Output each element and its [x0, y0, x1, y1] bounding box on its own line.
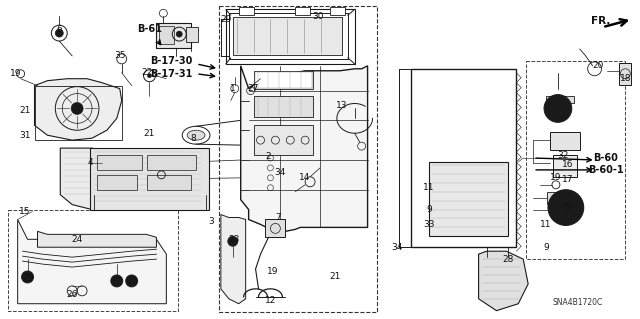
Text: 7: 7 [275, 213, 281, 222]
Text: B-61: B-61 [137, 24, 162, 34]
Text: 34: 34 [392, 243, 403, 252]
Text: 19: 19 [10, 69, 21, 78]
Circle shape [71, 102, 83, 115]
Text: 30: 30 [312, 12, 324, 21]
Bar [266, 219, 285, 237]
Text: 19: 19 [550, 173, 562, 182]
Polygon shape [221, 214, 246, 304]
Bar [547, 192, 559, 204]
Text: 14: 14 [300, 173, 311, 182]
Text: FR.: FR. [591, 16, 610, 26]
Bar [253, 125, 313, 155]
Bar [186, 27, 198, 42]
Bar [414, 71, 513, 244]
Text: 35: 35 [114, 51, 125, 60]
Text: 9: 9 [543, 243, 549, 252]
Text: 28: 28 [502, 255, 514, 263]
Polygon shape [38, 231, 156, 247]
Bar [156, 23, 191, 48]
Text: 34: 34 [275, 168, 286, 177]
Circle shape [562, 204, 570, 211]
Text: 18: 18 [620, 74, 631, 83]
Text: 27: 27 [247, 84, 259, 93]
Circle shape [22, 271, 33, 283]
Text: 2: 2 [266, 152, 271, 160]
Text: 17: 17 [562, 175, 573, 184]
Text: SNA4B1720C: SNA4B1720C [553, 298, 604, 307]
Polygon shape [479, 251, 528, 311]
Text: 11: 11 [423, 183, 435, 192]
Text: 26: 26 [67, 290, 78, 299]
Text: 32: 32 [557, 151, 568, 160]
Text: 16: 16 [562, 160, 573, 169]
Text: 22: 22 [141, 68, 152, 77]
Bar [620, 63, 631, 85]
Text: 29: 29 [220, 15, 232, 24]
Bar [90, 148, 209, 210]
Text: 25: 25 [22, 274, 33, 284]
Text: B-60: B-60 [593, 153, 618, 163]
Text: 20: 20 [592, 61, 604, 70]
Bar [159, 26, 174, 44]
Text: 9: 9 [426, 205, 432, 214]
Bar [255, 72, 312, 88]
Text: 21: 21 [19, 106, 30, 115]
Bar [546, 96, 574, 103]
Ellipse shape [187, 130, 205, 140]
Bar [219, 6, 378, 312]
Circle shape [111, 275, 123, 287]
Text: 31: 31 [19, 131, 30, 140]
Text: 25: 25 [126, 278, 138, 286]
Bar [147, 155, 196, 170]
Bar [526, 61, 625, 259]
Circle shape [555, 106, 561, 111]
Circle shape [548, 190, 584, 226]
Bar [411, 69, 516, 247]
Bar [97, 155, 141, 170]
Text: 13: 13 [336, 101, 348, 110]
Text: 4: 4 [87, 159, 93, 167]
Bar [253, 71, 313, 89]
Circle shape [147, 74, 152, 78]
Ellipse shape [182, 126, 210, 144]
Polygon shape [35, 79, 122, 140]
Bar [226, 9, 355, 64]
Bar [233, 17, 342, 55]
Text: B-17-31: B-17-31 [150, 69, 193, 79]
Text: 23: 23 [228, 235, 239, 244]
Bar [8, 210, 179, 311]
Text: 33: 33 [423, 220, 435, 229]
Text: B-17-30: B-17-30 [150, 56, 193, 66]
Circle shape [544, 94, 572, 122]
Bar [253, 96, 313, 117]
Text: 21: 21 [329, 272, 340, 281]
Bar [147, 175, 191, 190]
Bar [97, 175, 136, 190]
Polygon shape [241, 66, 367, 231]
Bar [553, 155, 577, 177]
Text: 8: 8 [190, 134, 196, 143]
Circle shape [228, 236, 237, 246]
Text: 21: 21 [144, 129, 155, 138]
Polygon shape [60, 148, 122, 210]
Circle shape [55, 29, 63, 37]
Text: 24: 24 [72, 235, 83, 244]
Text: 12: 12 [265, 296, 276, 305]
Bar [330, 7, 345, 15]
Bar [239, 7, 253, 15]
Text: B-60-1: B-60-1 [588, 165, 623, 175]
Bar [429, 162, 508, 236]
Text: 1: 1 [230, 84, 236, 93]
Bar [295, 7, 310, 15]
Circle shape [125, 275, 138, 287]
Text: 3: 3 [208, 217, 214, 226]
Bar [550, 132, 580, 150]
Text: 11: 11 [540, 220, 552, 229]
Text: 15: 15 [19, 207, 30, 216]
Circle shape [176, 31, 182, 37]
Text: 19: 19 [267, 266, 278, 276]
Text: 6: 6 [56, 25, 62, 33]
Polygon shape [18, 219, 166, 304]
Text: 5: 5 [563, 203, 569, 212]
